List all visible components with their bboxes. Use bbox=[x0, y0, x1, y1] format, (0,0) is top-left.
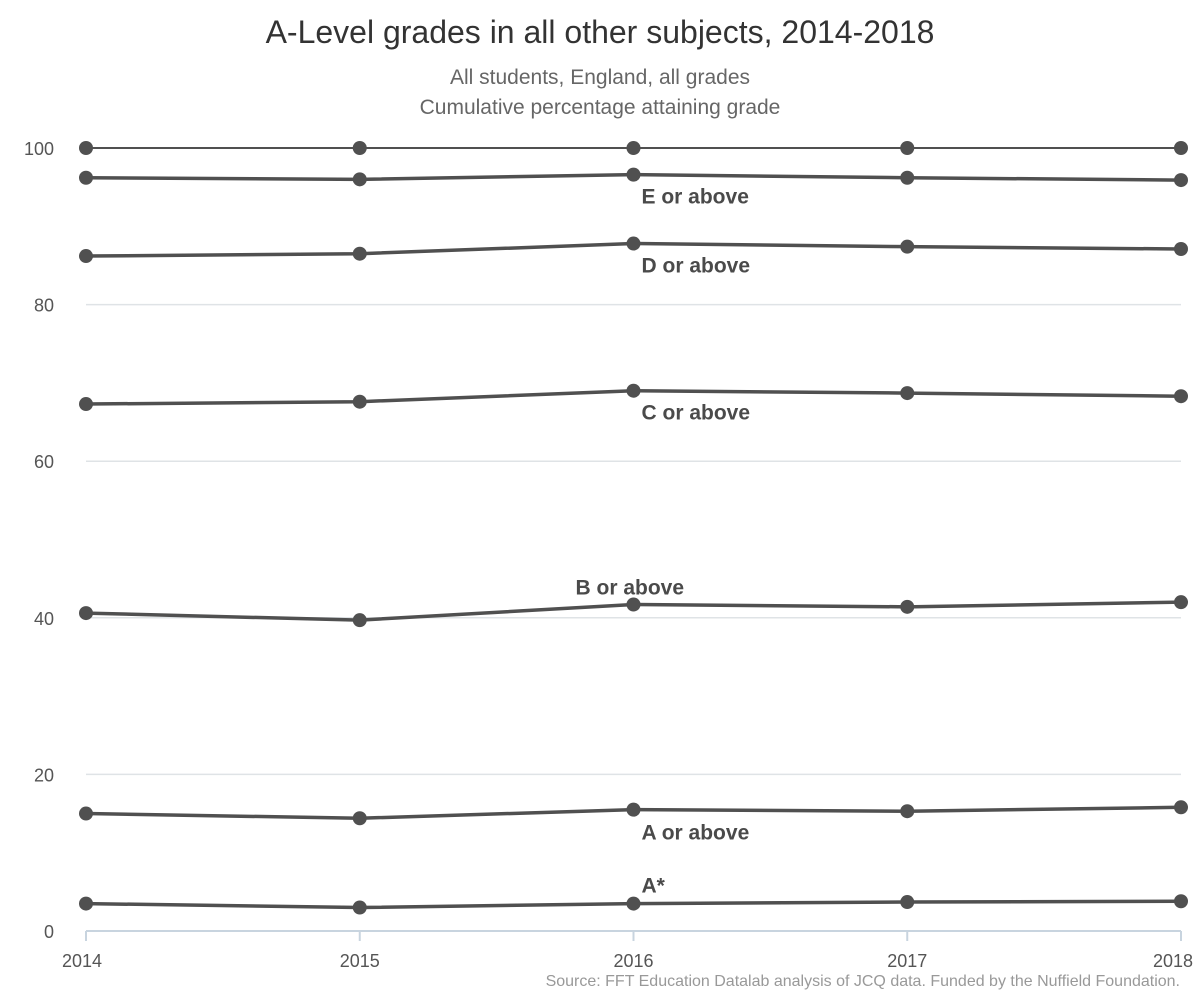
data-point bbox=[900, 239, 915, 254]
chart-title: A-Level grades in all other subjects, 20… bbox=[265, 14, 935, 50]
x-tick-label: 2017 bbox=[887, 951, 927, 971]
x-axis bbox=[85, 930, 1182, 941]
data-point bbox=[626, 236, 641, 251]
data-point bbox=[79, 896, 93, 911]
data-point bbox=[1174, 595, 1188, 610]
y-tick-label: 80 bbox=[34, 296, 54, 316]
series-label: E or above bbox=[642, 186, 749, 209]
data-point bbox=[900, 804, 915, 819]
series-5 bbox=[79, 800, 1188, 826]
data-point bbox=[79, 397, 93, 412]
data-point bbox=[1174, 894, 1188, 909]
data-point bbox=[352, 394, 367, 409]
x-tick-label: 2015 bbox=[340, 951, 380, 971]
data-point bbox=[352, 900, 367, 915]
series-label: B or above bbox=[576, 576, 685, 599]
data-point bbox=[1174, 141, 1188, 155]
chart-subtitle-line-2: Cumulative percentage attaining grade bbox=[419, 96, 781, 119]
data-point bbox=[79, 249, 93, 264]
data-point bbox=[900, 170, 915, 185]
data-point bbox=[626, 597, 641, 612]
series-2 bbox=[79, 236, 1188, 264]
y-axis-ticks: 0 20 40 60 80 100 bbox=[24, 139, 54, 942]
data-point bbox=[79, 606, 93, 621]
data-point bbox=[352, 172, 367, 187]
data-point bbox=[900, 599, 915, 614]
data-point bbox=[79, 170, 93, 185]
y-tick-label: 100 bbox=[24, 139, 54, 159]
chart-subtitle-line-1: All students, England, all grades bbox=[449, 66, 751, 89]
series-0 bbox=[79, 141, 1188, 155]
data-point bbox=[1174, 800, 1188, 815]
y-tick-label: 20 bbox=[34, 765, 54, 785]
x-tick-label: 2014 bbox=[62, 951, 102, 971]
y-tick-label: 0 bbox=[44, 922, 54, 942]
data-point bbox=[352, 613, 367, 628]
data-point bbox=[79, 141, 93, 155]
data-point bbox=[626, 896, 641, 911]
data-point bbox=[352, 246, 367, 261]
x-tick-label: 2016 bbox=[613, 951, 653, 971]
series-label: A* bbox=[642, 875, 666, 898]
series-4 bbox=[79, 595, 1188, 628]
data-point bbox=[352, 811, 367, 826]
x-tick-label: 2018 bbox=[1153, 951, 1193, 971]
data-point bbox=[900, 141, 915, 155]
series-labels: E or above D or above C or above B or above… bbox=[576, 186, 751, 898]
series-label: C or above bbox=[642, 402, 751, 425]
data-point bbox=[352, 141, 367, 155]
data-point bbox=[900, 895, 915, 910]
data-point bbox=[626, 167, 641, 182]
data-point bbox=[1174, 389, 1188, 404]
data-point bbox=[1174, 242, 1188, 257]
series-label: A or above bbox=[642, 822, 750, 845]
series-label: D or above bbox=[642, 255, 751, 278]
series-1 bbox=[79, 167, 1188, 188]
series-3 bbox=[79, 383, 1188, 412]
x-axis-ticks: 2014 2015 2016 2017 2018 bbox=[62, 951, 1193, 971]
data-point bbox=[626, 802, 641, 817]
data-point bbox=[900, 386, 915, 401]
y-tick-label: 60 bbox=[34, 452, 54, 472]
series-lines bbox=[79, 141, 1188, 915]
y-tick-label: 40 bbox=[34, 609, 54, 629]
data-point bbox=[626, 141, 641, 155]
data-point bbox=[1174, 173, 1188, 188]
data-point bbox=[79, 806, 93, 821]
series-6 bbox=[79, 894, 1188, 915]
data-point bbox=[626, 383, 641, 398]
source-note: Source: FFT Education Datalab analysis o… bbox=[545, 973, 1180, 990]
